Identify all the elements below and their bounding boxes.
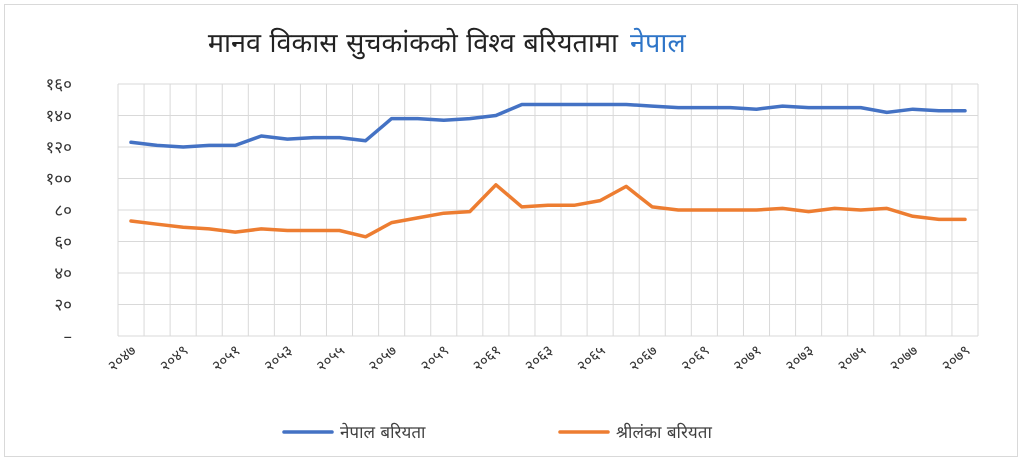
legend-label-2: श्रीलंका बरियता [616,422,712,443]
chart-title-highlight: नेपाल [630,27,686,59]
x-tick-label: २०७३ [782,341,817,375]
x-tick-label: २०७७ [886,341,922,375]
y-tick-label: १०० [45,170,72,190]
x-tick-label: २०६७ [625,341,661,375]
x-tick-label: २०४७ [104,341,140,375]
chart-frame [4,4,1018,457]
y-tick-label: ४० [54,264,72,284]
x-tick-label: २०५५ [313,341,349,375]
x-tick-label: २०६५ [573,341,609,375]
y-tick-label: ८० [54,201,72,221]
y-tick-label: – [64,327,73,347]
series-line-1 [129,102,967,149]
y-tick-label: १४० [45,107,72,127]
x-axis-ticks: २०४७ २०४९ २०५१ २०५३ २०५५ २०५७ २०५९ २०६१ २०६३ २०६५… [104,341,973,375]
y-tick-label: ६० [54,233,72,253]
x-tick-label: २०६३ [521,341,556,375]
y-axis-ticks: – २० ४० ६० ८० १०० १२० १४० १६० [45,75,72,347]
y-tick-label: १२० [45,138,72,158]
x-tick-label: २०६१ [469,341,504,375]
chart-title: मानव विकास सुचकांकको विश्व बरियतामा [208,27,619,60]
x-tick-label: २०५३ [260,341,295,375]
y-tick-label: १६० [45,75,72,95]
x-tick-label: २०५१ [208,341,243,375]
x-tick-label: २०४९ [156,341,191,375]
x-tick-label: २०६९ [677,341,712,375]
x-tick-label: २०७९ [938,341,973,375]
y-tick-label: २० [54,296,72,316]
x-tick-label: २०७१ [730,341,765,375]
x-tick-label: २०५९ [417,341,452,375]
x-tick-label: २०५७ [365,341,401,375]
legend: नेपाल बरियता श्रीलंका बरियता [282,422,712,443]
series-line-2 [129,183,967,239]
series-lines [129,102,967,239]
legend-label-1: नेपाल बरियता [340,422,426,443]
x-tick-label: २०७५ [834,341,870,375]
